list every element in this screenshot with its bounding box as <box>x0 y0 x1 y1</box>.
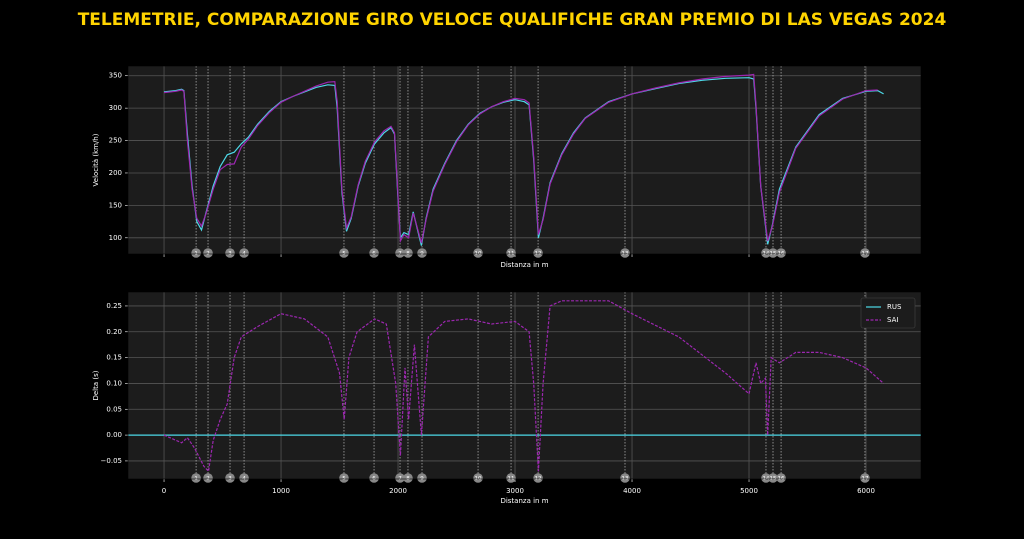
corner-marker <box>506 248 516 258</box>
corner-marker <box>191 248 201 258</box>
plot-area <box>128 66 921 254</box>
plot-area <box>128 292 921 479</box>
corner-marker <box>768 248 778 258</box>
chart-title: TELEMETRIE, COMPARAZIONE GIRO VELOCE QUA… <box>78 10 947 30</box>
legend-box <box>860 297 916 329</box>
corner-marker <box>339 473 349 483</box>
series-line <box>163 300 884 473</box>
corner-marker <box>339 248 349 258</box>
x-tick-label: 4000 <box>623 487 641 495</box>
y-tick-label: 250 <box>109 137 122 145</box>
corner-marker <box>533 473 543 483</box>
corner-marker <box>239 248 249 258</box>
corner-marker <box>417 473 427 483</box>
corner-marker <box>620 473 630 483</box>
corner-marker <box>395 248 405 258</box>
y-tick-label: 0.15 <box>106 354 122 362</box>
corner-marker <box>473 473 483 483</box>
corner-marker <box>761 473 771 483</box>
x-axis-label: Distanza in m <box>500 497 548 505</box>
x-tick-label: 6000 <box>857 487 875 495</box>
corner-marker <box>369 248 379 258</box>
corner-marker <box>776 473 786 483</box>
corner-marker <box>239 473 249 483</box>
corner-marker <box>369 473 379 483</box>
x-tick-label: 5000 <box>740 487 758 495</box>
plot-frame <box>127 65 922 255</box>
y-axis-label: Delta (s) <box>92 370 100 400</box>
corner-marker <box>403 248 413 258</box>
corner-marker <box>395 473 405 483</box>
y-tick-label: 150 <box>109 201 122 209</box>
corner-marker <box>191 473 201 483</box>
x-tick-label: 2000 <box>389 487 407 495</box>
y-axis-label: Velocità (km/h) <box>92 133 100 186</box>
corner-marker <box>768 473 778 483</box>
corner-marker <box>620 248 630 258</box>
corner-marker <box>533 248 543 258</box>
y-tick-label: 0.25 <box>106 302 122 310</box>
corner-marker <box>860 473 870 483</box>
y-tick-label: 0.00 <box>106 431 122 439</box>
y-tick-label: 0.10 <box>106 379 122 387</box>
y-tick-label: 300 <box>109 104 122 112</box>
legend-label: SAI <box>887 316 898 324</box>
corner-marker <box>225 473 235 483</box>
y-tick-label: 100 <box>109 234 122 242</box>
corner-marker <box>417 248 427 258</box>
corner-marker <box>203 473 213 483</box>
corner-marker <box>225 248 235 258</box>
x-tick-label: 3000 <box>506 487 524 495</box>
corner-marker <box>403 473 413 483</box>
legend-label: RUS <box>887 303 902 311</box>
corner-marker <box>506 473 516 483</box>
x-tick-label: 0 <box>162 487 166 495</box>
corner-marker <box>776 248 786 258</box>
x-axis-label: Distanza in m <box>500 261 548 269</box>
y-tick-label: −0.05 <box>101 457 122 465</box>
corner-marker <box>203 248 213 258</box>
y-tick-label: 0.20 <box>106 328 122 336</box>
corner-marker <box>860 248 870 258</box>
corner-marker <box>473 248 483 258</box>
y-tick-label: 200 <box>109 169 122 177</box>
x-tick-label: 1000 <box>272 487 290 495</box>
corner-marker <box>761 248 771 258</box>
plot-frame <box>127 291 922 480</box>
series-line <box>163 73 878 244</box>
y-tick-label: 0.05 <box>106 405 122 413</box>
y-tick-label: 350 <box>109 72 122 80</box>
